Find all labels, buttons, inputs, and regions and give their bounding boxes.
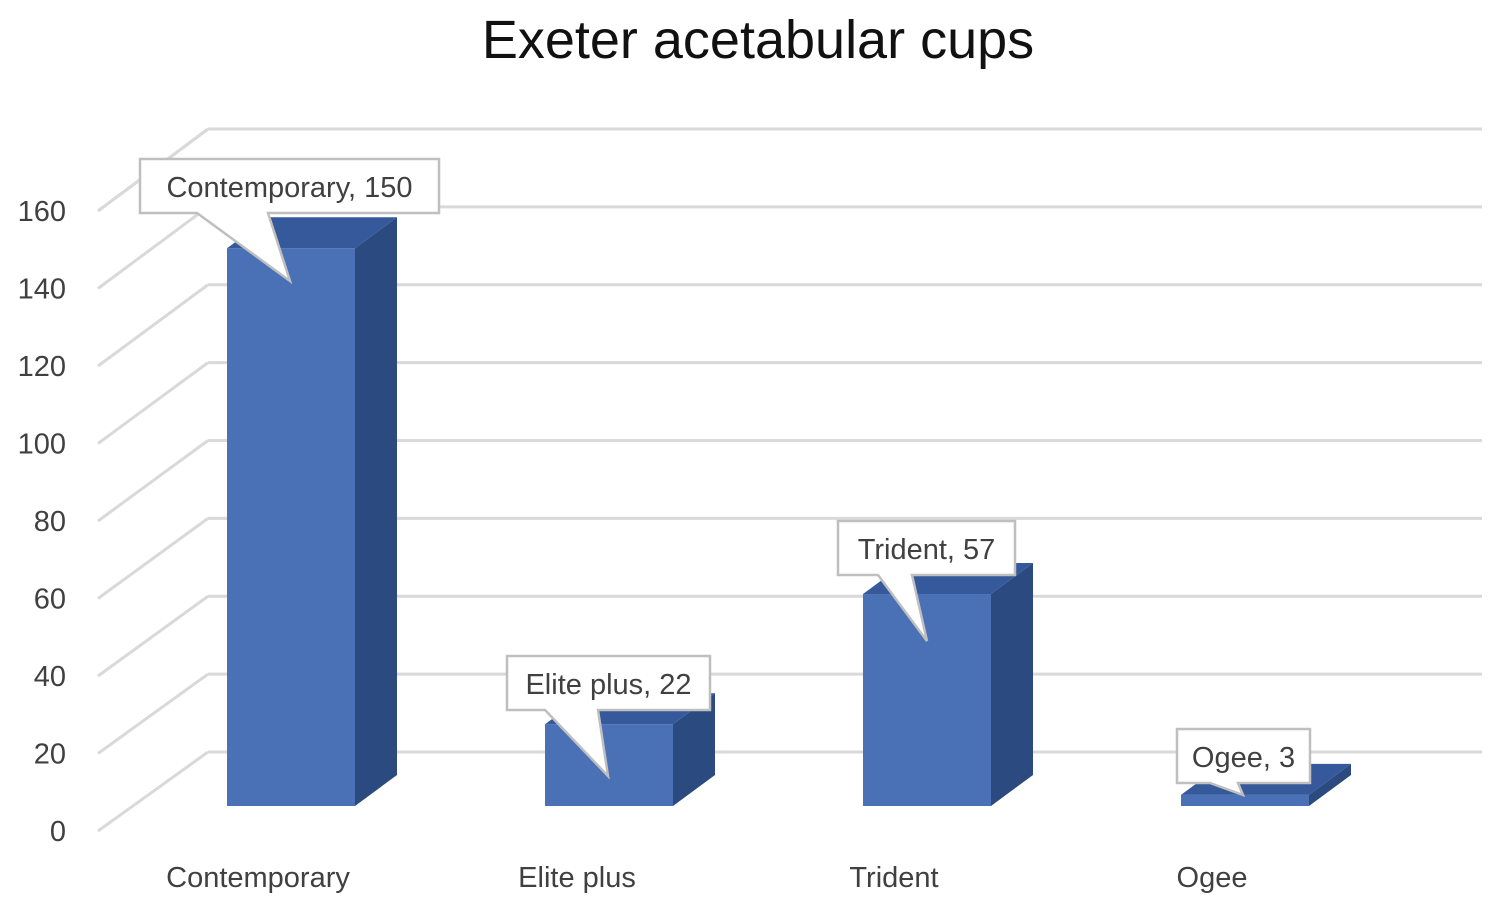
x-category-label: Ogee: [1177, 862, 1248, 894]
chart-title: Exeter acetabular cups: [482, 10, 1034, 70]
gridline-floor-5: [97, 361, 209, 445]
gridline-floor-6: [97, 283, 209, 368]
y-tick-label: 120: [18, 351, 66, 383]
bar-3: [1181, 794, 1309, 806]
bar-2: [863, 594, 991, 806]
bars: [227, 217, 1351, 806]
data-label: Ogee, 3: [1192, 742, 1295, 774]
data-label: Trident, 57: [858, 534, 996, 566]
gridline-floor-4: [97, 439, 209, 523]
x-category-label: Elite plus: [518, 862, 636, 894]
bar-side-1: [673, 693, 715, 806]
gridline-floor-0: [97, 750, 209, 833]
x-axis-categories: Contemporary Elite plus Trident Ogee: [166, 862, 1247, 894]
gridlines: [97, 127, 1482, 833]
data-label: Contemporary, 150: [166, 172, 412, 204]
x-category-label: Contemporary: [166, 862, 350, 894]
bar-1: [545, 724, 673, 806]
bar-side-3: [1309, 763, 1351, 806]
y-tick-label: 100: [18, 429, 66, 461]
data-label-callout-2: [836, 519, 1017, 642]
gridline-floor-1: [97, 672, 209, 755]
bar-0: [227, 248, 355, 806]
gridline-floor-7: [97, 205, 209, 290]
data-label: Elite plus, 22: [525, 669, 691, 701]
gridline-floor-3: [97, 517, 209, 600]
gridline-floor-2: [97, 595, 209, 678]
x-category-label: Trident: [849, 862, 938, 894]
y-tick-label: 20: [34, 739, 66, 771]
y-tick-label: 160: [18, 196, 66, 228]
y-tick-label: 80: [34, 506, 66, 538]
data-label-callout-1: [505, 654, 712, 780]
data-labels: Contemporary, 150 Elite plus, 22 Trident, …: [138, 157, 1312, 798]
y-tick-label: 40: [34, 661, 66, 693]
bar-side-2: [991, 563, 1033, 806]
y-axis-ticks: 0 20 40 60 80 100 120 140 160: [18, 196, 66, 848]
y-tick-label: 60: [34, 584, 66, 616]
data-label-callout-0: [138, 157, 441, 285]
y-tick-label: 140: [18, 274, 66, 306]
y-tick-label: 0: [50, 816, 66, 848]
data-label-callout-3: [1175, 727, 1312, 798]
bar-side-0: [355, 217, 397, 806]
